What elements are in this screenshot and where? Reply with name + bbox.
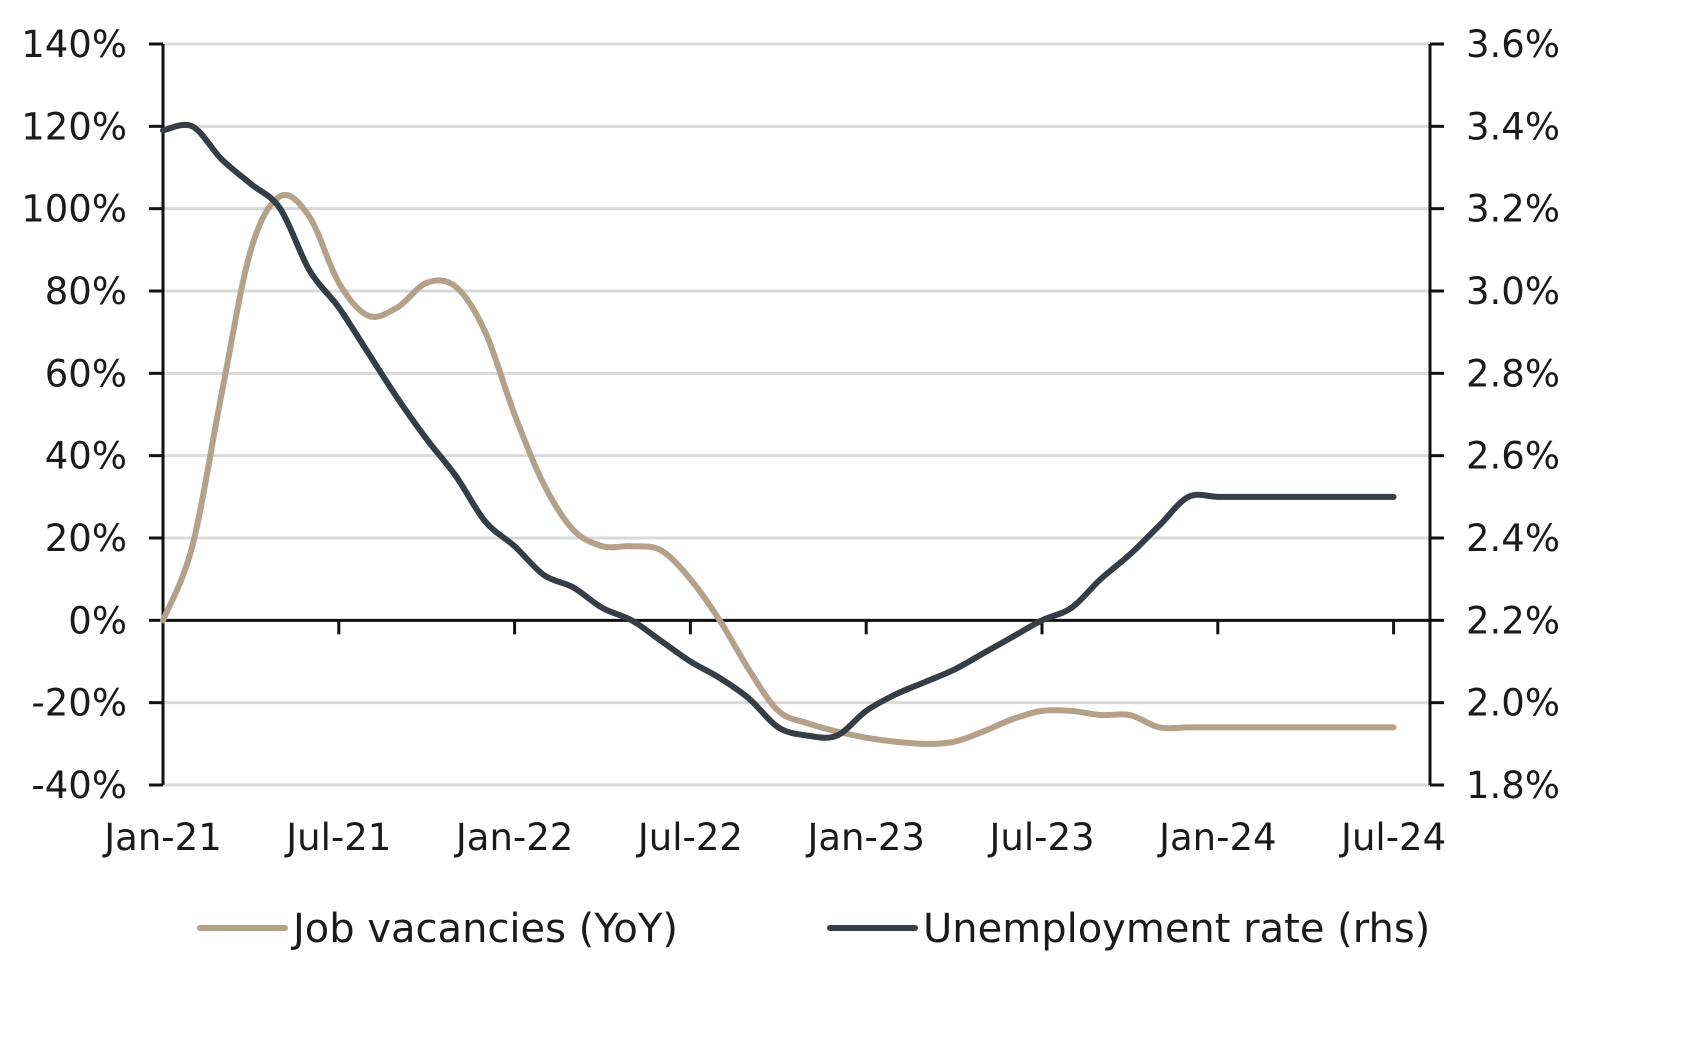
y-tick-label: 0% [68,599,127,642]
x-tick-label: Jan-23 [805,816,924,859]
gridlines [163,42,1430,787]
y-tick-label: 40% [45,435,127,478]
series-line-unemployment-rate [160,121,1397,741]
y2-tick-label: 3.6% [1466,23,1560,66]
y-tick-label: -20% [31,682,127,725]
y2-tick-label: 3.0% [1466,270,1560,313]
tick-labels: 140% 120% 100% 80% 60% 40% 20% 0% -20% -40% 3.6% 3.… [21,23,1560,859]
y2-tick-label: 2.6% [1466,435,1560,478]
y-tick-label: -40% [31,764,127,807]
y2-tick-label: 2.0% [1466,682,1560,725]
y-tick-label: 120% [21,105,127,148]
legend-label: Unemployment rate (rhs) [923,906,1430,952]
y2-tick-label: 2.2% [1466,599,1560,642]
y-tick-label: 20% [45,517,127,560]
axes [149,42,1444,787]
x-tick-label: Jul-22 [636,816,743,859]
y2-tick-label: 1.8% [1466,764,1560,807]
x-tick-label: Jul-24 [1339,816,1446,859]
y-tick-label: 100% [21,188,127,231]
y2-tick-label: 2.8% [1466,352,1560,395]
y2-tick-label: 3.2% [1466,188,1560,231]
legend-label: Job vacancies (YoY) [290,906,678,952]
legend: Job vacancies (YoY) Unemployment rate (rh… [197,906,1430,952]
x-tick-label: Jul-23 [987,816,1094,859]
y2-tick-label: 2.4% [1466,517,1560,560]
y-tick-label: 140% [21,23,127,66]
x-tick-label: Jul-21 [284,816,391,859]
series-lines [160,121,1397,747]
series-line-job-vacancies [160,192,1397,747]
y-tick-label: 60% [45,352,127,395]
x-tick-label: Jan-21 [102,816,221,859]
y2-tick-label: 3.4% [1466,105,1560,148]
x-tick-label: Jan-24 [1157,816,1276,859]
y-tick-label: 80% [45,270,127,313]
x-tick-label: Jan-22 [454,816,573,859]
